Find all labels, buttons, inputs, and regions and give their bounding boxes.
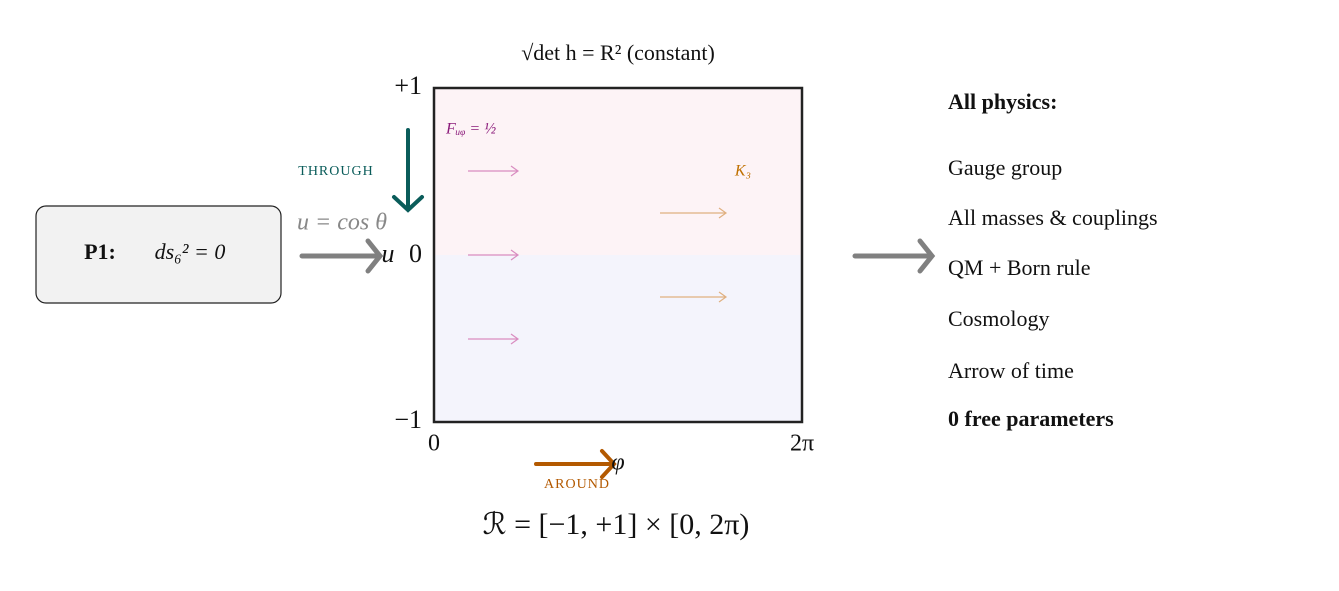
phi-right: 2π [790,431,814,457]
outputs-list: Gauge group All masses & couplings QM + Bo… [948,155,1158,383]
around-label: AROUND [544,477,610,492]
phi-left: 0 [428,431,440,457]
p1-box [35,205,282,304]
field-arrows [468,165,520,345]
box-equation: ds₆² = 0 [155,239,226,264]
field-label: Fᵤᵩ = ½ [445,121,496,138]
phi-axis: φ [611,450,624,476]
region-border [432,86,804,424]
through-label: THROUGH [298,164,373,179]
outputs-footer: 0 free parameters [948,406,1114,431]
outputs-heading: All physics: [948,89,1057,114]
u-top: +1 [394,71,422,100]
output-item: QM + Born rule [948,255,1091,280]
region-definition: ℛ = [−1, +1] × [0, 2π) [483,508,750,541]
output-item: Arrow of time [948,358,1074,383]
around-arrow [534,449,617,479]
killing-label: K₃ [734,163,751,180]
through-arrow [392,128,424,213]
gray-arrows [299,238,936,274]
box-title: P1: [84,239,116,264]
output-item: All masses & couplings [948,205,1158,230]
output-item: Gauge group [948,155,1062,180]
u-axis: u [382,239,395,268]
u-bottom: −1 [394,405,422,434]
output-item: Cosmology [948,306,1049,331]
top-label: √det h = R² (constant) [521,40,715,65]
killing-arrows [660,207,728,303]
u-definition: u = cos θ [297,210,387,236]
u-mid: 0 [409,239,422,268]
